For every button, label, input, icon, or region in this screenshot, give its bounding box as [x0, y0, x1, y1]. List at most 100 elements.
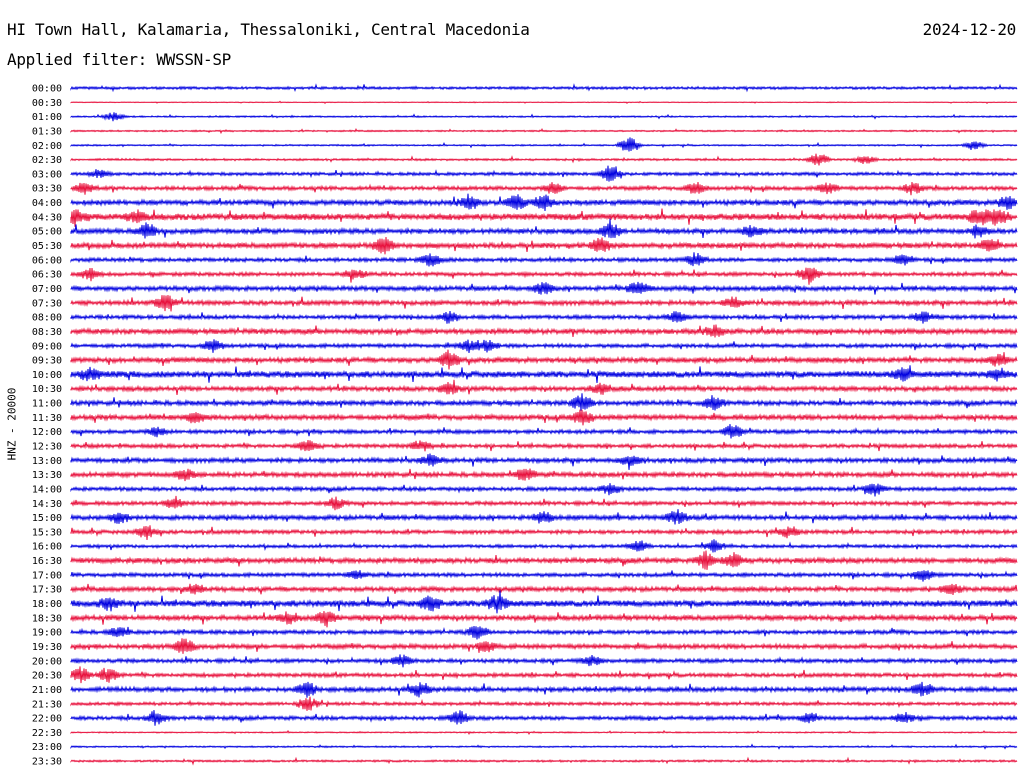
tick-label: 11:00	[32, 399, 62, 410]
tick-label: 15:00	[32, 513, 62, 524]
trace-line	[70, 393, 1018, 411]
trace-line	[70, 295, 1018, 312]
trace-line	[70, 666, 1018, 684]
tick-label: 05:30	[32, 241, 62, 252]
trace-line	[70, 181, 1018, 196]
tick-label: 06:30	[32, 270, 62, 281]
tick-label: 02:00	[32, 141, 62, 152]
trace-line	[70, 100, 1018, 105]
tick-label: 01:30	[32, 126, 62, 137]
tick-label: 23:00	[32, 742, 62, 753]
trace-line	[70, 193, 1018, 212]
trace-line	[70, 654, 1018, 668]
tick-label: 14:00	[32, 484, 62, 495]
trace-line	[70, 165, 1018, 182]
tick-label: 04:00	[32, 198, 62, 209]
trace-line	[70, 729, 1018, 736]
tick-label: 12:00	[32, 427, 62, 438]
tick-label: 05:00	[32, 227, 62, 238]
tick-label: 20:30	[32, 671, 62, 682]
tick-label: 20:00	[32, 656, 62, 667]
trace-line	[70, 424, 1018, 439]
tick-label: 00:00	[32, 84, 62, 95]
trace-line	[70, 281, 1018, 295]
trace-line	[70, 267, 1018, 285]
trace-line	[70, 311, 1018, 324]
trace-line	[70, 756, 1018, 766]
trace-line	[70, 539, 1018, 553]
tick-label: 18:00	[32, 599, 62, 610]
tick-label: 08:30	[32, 327, 62, 338]
trace-line	[70, 208, 1018, 227]
filter-label: Applied filter: WWSSN-SP	[7, 50, 231, 69]
tick-label: 09:30	[32, 356, 62, 367]
trace-line	[70, 137, 1018, 152]
tick-label: 17:30	[32, 585, 62, 596]
tick-label: 00:30	[32, 98, 62, 109]
date-label: 2024-12-20	[922, 20, 1017, 39]
trace-line	[70, 625, 1018, 640]
trace-line	[70, 339, 1018, 354]
trace-line	[70, 218, 1018, 239]
tick-label: 21:30	[32, 699, 62, 710]
tick-label: 08:00	[32, 313, 62, 324]
trace-line	[70, 236, 1018, 255]
tick-label: 03:00	[32, 169, 62, 180]
tick-label: 13:30	[32, 470, 62, 481]
trace-line	[70, 83, 1018, 93]
trace-line	[70, 127, 1018, 135]
trace-line	[70, 468, 1018, 482]
trace-line	[70, 638, 1018, 654]
tick-label: 22:30	[32, 728, 62, 739]
tick-label: 19:00	[32, 628, 62, 639]
station-title: HI Town Hall, Kalamaria, Thessaloniki, C…	[7, 20, 530, 39]
tick-label: 17:00	[32, 570, 62, 581]
trace-line	[70, 483, 1018, 497]
tick-label: 04:30	[32, 212, 62, 223]
tick-label: 11:30	[32, 413, 62, 424]
trace-line	[70, 681, 1018, 698]
trace-line	[70, 379, 1018, 395]
trace-line	[70, 495, 1018, 511]
trace-line	[70, 525, 1018, 541]
tick-label: 06:00	[32, 255, 62, 266]
tick-label: 22:00	[32, 714, 62, 725]
trace-line	[70, 583, 1018, 595]
tick-label: 01:00	[32, 112, 62, 123]
tick-label: 10:30	[32, 384, 62, 395]
trace-line	[70, 365, 1018, 383]
tick-label: 02:30	[32, 155, 62, 166]
tick-label: 12:30	[32, 442, 62, 453]
tick-label: 19:30	[32, 642, 62, 653]
tick-label: 15:30	[32, 527, 62, 538]
trace-line	[70, 153, 1018, 166]
tick-label: 23:30	[32, 757, 62, 768]
tick-label: 07:30	[32, 298, 62, 309]
trace-line	[70, 743, 1018, 750]
tick-label: 10:00	[32, 370, 62, 381]
trace-line	[70, 252, 1018, 267]
tick-label: 13:00	[32, 456, 62, 467]
trace-line	[70, 570, 1018, 582]
trace-line	[70, 550, 1018, 570]
tick-label: 09:00	[32, 341, 62, 352]
trace-line	[70, 696, 1018, 711]
tick-label: 21:00	[32, 685, 62, 696]
tick-label: 14:30	[32, 499, 62, 510]
trace-line	[70, 324, 1018, 338]
trace-line	[70, 611, 1018, 628]
tick-label: 16:00	[32, 542, 62, 553]
tick-label: 18:30	[32, 613, 62, 624]
trace-line	[70, 112, 1018, 122]
trace-line	[70, 710, 1018, 726]
trace-line	[70, 349, 1018, 370]
tick-label: 16:30	[32, 556, 62, 567]
tick-label: 03:30	[32, 184, 62, 195]
trace-line	[70, 453, 1018, 470]
trace-line	[70, 409, 1018, 426]
trace-line	[70, 509, 1018, 525]
trace-line	[70, 439, 1018, 452]
trace-line	[70, 590, 1018, 614]
tick-label: 07:00	[32, 284, 62, 295]
